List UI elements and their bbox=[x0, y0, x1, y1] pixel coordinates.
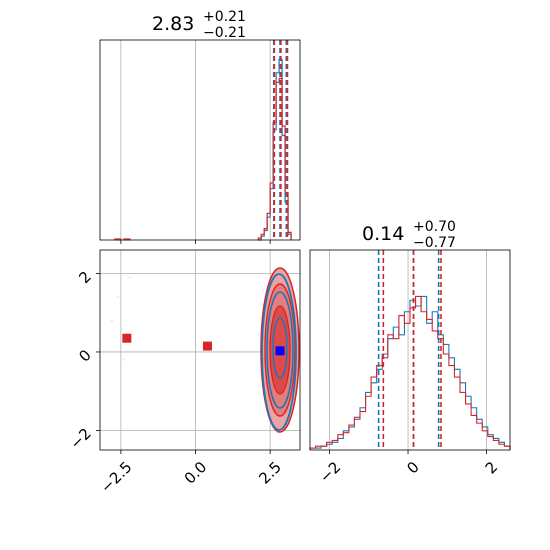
x-tick-label: 2 bbox=[482, 458, 501, 477]
outlier-marker bbox=[202, 341, 212, 351]
y-tick-label: −2 bbox=[66, 424, 94, 452]
marginal1-frame bbox=[99, 39, 301, 241]
sample-dot bbox=[123, 359, 125, 361]
marginal2-title-plus: +0.70 bbox=[413, 219, 456, 235]
contour-blue-outer bbox=[261, 273, 297, 431]
outlier-marker bbox=[122, 333, 132, 343]
contour-blue-mid bbox=[266, 291, 294, 409]
joint-scatter-plot: −2.5 0.0 2.5 −2 0 2 bbox=[66, 249, 301, 497]
marginal2-frame bbox=[309, 249, 511, 451]
sample-dot bbox=[120, 390, 122, 392]
x-tick-label: −2 bbox=[316, 458, 344, 486]
hist-step bbox=[309, 295, 511, 450]
hist-step bbox=[257, 77, 292, 240]
truth-marker bbox=[275, 346, 285, 356]
x-tick-label: 2.5 bbox=[255, 458, 285, 488]
marginal1-title-minus: −0.21 bbox=[203, 25, 246, 41]
marginal1-title-value: 2.83 bbox=[152, 13, 194, 35]
contour-blue-inner bbox=[272, 317, 288, 379]
y-tick-label: 2 bbox=[75, 268, 94, 287]
marginal2-title-value: 0.14 bbox=[362, 223, 404, 245]
marginal1-title-plus: +0.21 bbox=[203, 9, 246, 25]
marginal2-title-minus: −0.77 bbox=[413, 235, 456, 251]
x-tick-label: 0 bbox=[403, 458, 422, 477]
sample-dot bbox=[117, 296, 119, 298]
x-tick-label: −2.5 bbox=[97, 458, 135, 496]
y-tick-label: 0 bbox=[75, 346, 94, 365]
x-tick-label: 0.0 bbox=[181, 458, 211, 488]
marginal-hist-param2: −2 0 2 0.14 +0.70 −0.77 bbox=[309, 219, 511, 486]
sample-dot bbox=[111, 319, 113, 322]
joint-frame bbox=[99, 249, 301, 451]
marginal-hist-param1: 2.83 +0.21 −0.21 bbox=[99, 9, 301, 244]
sample-dot bbox=[129, 276, 131, 279]
